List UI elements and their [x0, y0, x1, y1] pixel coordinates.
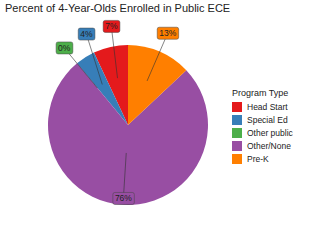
leader-line [123, 153, 126, 199]
label-box [56, 42, 73, 54]
legend-label: Other/None [247, 141, 291, 151]
legend-label: Special Ed [247, 115, 288, 125]
legend: Program Type Head Start Special Ed Other pu… [232, 88, 294, 164]
chart: Percent of 4-Year-Olds Enrolled in Publi… [0, 0, 325, 229]
label-box [103, 20, 120, 32]
legend-swatch [232, 102, 242, 112]
legend-label: Head Start [247, 102, 288, 112]
data-labels: 7% 4% 0% 76% 13% [56, 20, 179, 204]
legend-label: Pre-K [247, 154, 269, 164]
leader-line [86, 34, 102, 84]
pie [48, 45, 208, 205]
data-label: 13% [159, 28, 176, 38]
slice [48, 63, 208, 205]
legend-swatch [232, 128, 242, 138]
legend-swatch [232, 115, 242, 125]
data-label: 7% [105, 21, 118, 31]
title: Percent of 4-Year-Olds Enrolled in Publi… [5, 2, 230, 14]
legend-label: Other public [247, 128, 294, 138]
label-box [113, 192, 134, 204]
legend-swatch [232, 154, 242, 164]
data-label: 0% [58, 43, 71, 53]
leader-line [147, 33, 168, 81]
legend-title: Program Type [232, 88, 288, 98]
leader-line [111, 26, 117, 78]
data-label: 4% [80, 29, 93, 39]
label-box [78, 28, 95, 40]
data-label: 76% [115, 193, 132, 203]
label-box [157, 27, 178, 39]
legend-swatch [232, 141, 242, 151]
